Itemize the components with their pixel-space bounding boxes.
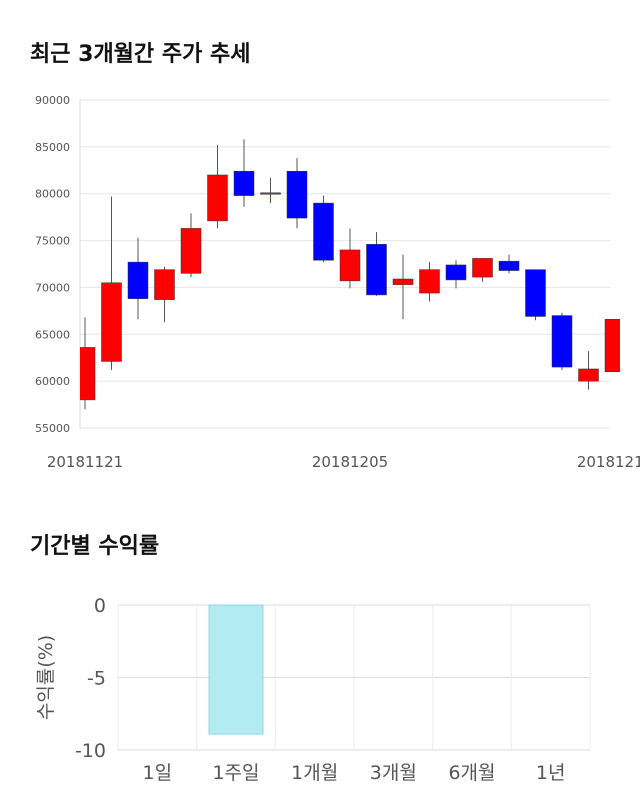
candle-body-up	[604, 319, 620, 373]
y-tick-label: 90000	[35, 94, 70, 107]
candle-body-up	[339, 249, 361, 282]
candle-body-up	[207, 174, 228, 222]
y-tick-label: -10	[75, 740, 106, 762]
x-tick-label: 1개월	[291, 762, 338, 784]
x-tick-label: 6개월	[448, 762, 495, 784]
x-tick-label: 3개월	[370, 762, 417, 784]
candle-body-down	[445, 264, 467, 281]
y-tick-label: 70000	[35, 281, 70, 294]
y-tick-label: 65000	[35, 328, 70, 341]
candles-group	[80, 139, 620, 410]
y-tick-label: 60000	[35, 375, 70, 388]
candle-body-down	[127, 261, 149, 299]
return-bar	[208, 604, 264, 735]
y-axis-label: 수익률(%)	[35, 635, 57, 720]
candle-body-up	[180, 228, 202, 274]
candlestick-chart: 55000 60000 65000 70000 75000 80000 85000 90000…	[35, 94, 640, 471]
price-chart-title: 최근 3개월간 주가 추세	[30, 42, 251, 67]
y-tick-label: 0	[94, 595, 106, 617]
candle-body-up	[419, 269, 440, 294]
candle-body-up	[80, 347, 96, 401]
x-tick-label: 20181121	[47, 453, 123, 471]
x-tick-label: 20181219	[577, 453, 640, 471]
candle-body-down	[286, 170, 308, 219]
candle-body-up	[101, 282, 122, 362]
y-tick-label: 55000	[35, 422, 70, 435]
candle-body-up	[392, 278, 414, 285]
candle-body-up	[578, 368, 599, 382]
candle-body-up	[472, 258, 493, 278]
candle-body-down	[498, 260, 520, 271]
candle-body-down	[366, 244, 387, 296]
y-tick-label: 75000	[35, 235, 70, 248]
candle-body-down	[313, 202, 334, 261]
x-tick-label: 1일	[143, 762, 173, 784]
y-tick-label: -5	[87, 668, 106, 690]
candle-body-down	[525, 269, 546, 317]
y-tick-label: 80000	[35, 188, 70, 201]
candle-body-up	[260, 192, 281, 195]
return-chart-title: 기간별 수익률	[30, 534, 160, 559]
candle-body-up	[154, 269, 175, 300]
x-tick-label: 20181205	[312, 453, 388, 471]
candle-body-down	[233, 170, 255, 196]
candle-body-down	[551, 315, 573, 368]
y-tick-label: 85000	[35, 141, 70, 154]
x-tick-label: 1주일	[212, 762, 259, 784]
x-tick-label: 1년	[536, 762, 566, 784]
